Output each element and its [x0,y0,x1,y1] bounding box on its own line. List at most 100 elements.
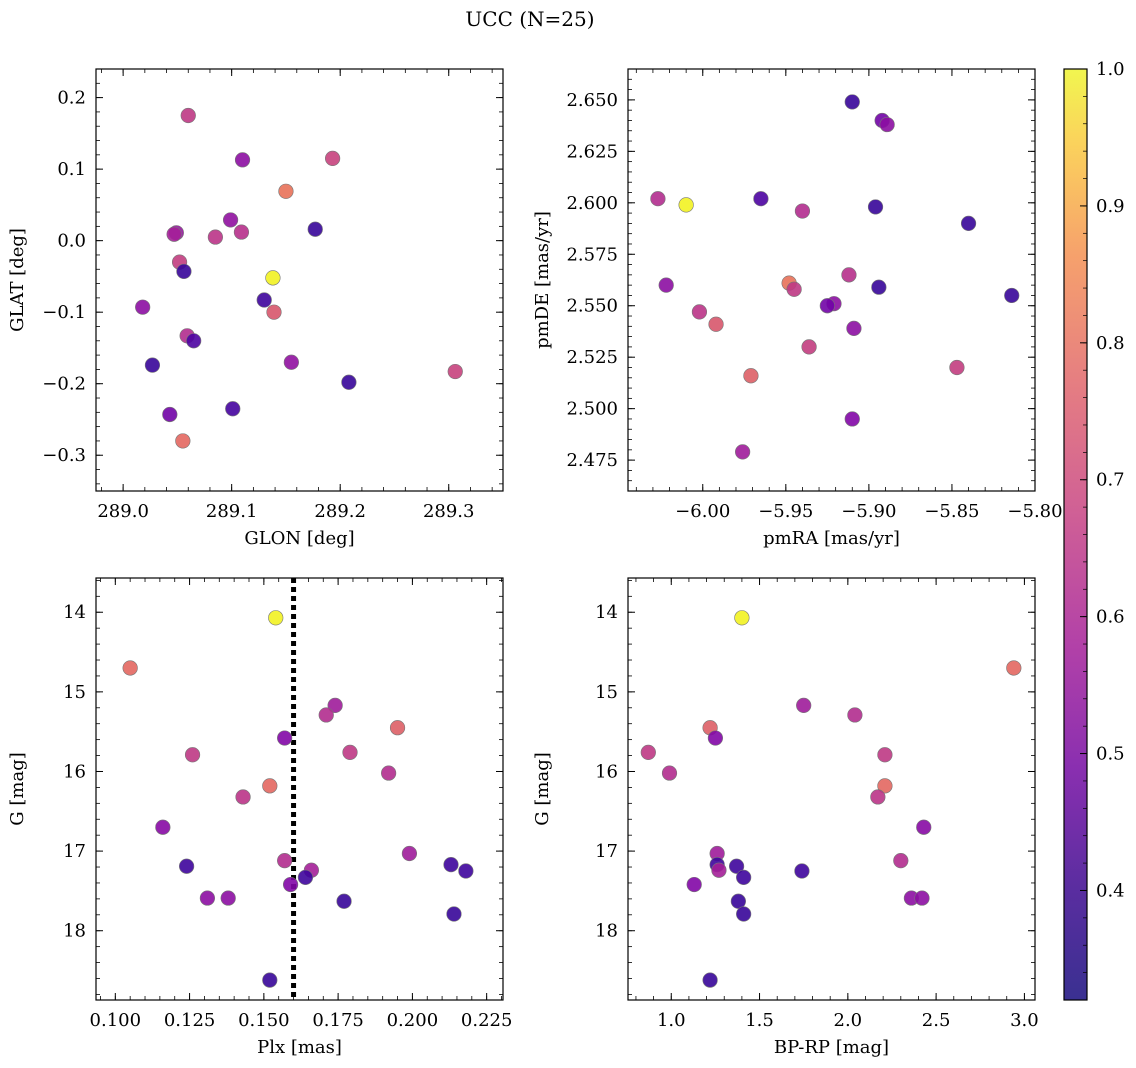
y-tick-label: 16 [595,761,618,782]
data-point [122,660,138,676]
data-point [381,765,397,781]
colorbar-tick-label: 0.4 [1096,880,1125,901]
x-axis-label: pmRA [mas/yr] [763,528,900,549]
data-point [844,411,860,427]
data-point [658,277,674,293]
x-axis-label: GLON [deg] [244,528,354,549]
data-point [707,730,724,746]
x-tick-label: 0.150 [238,1010,290,1031]
data-point [235,789,251,805]
data-point [708,316,724,332]
data-point [176,263,192,280]
data-point [877,778,893,794]
data-point [401,845,418,862]
data-point [711,862,727,878]
data-point [678,197,694,213]
y-tick-label: 14 [63,602,86,623]
data-point [702,972,718,988]
data-point [278,183,294,199]
data-point [801,339,817,355]
data-point [180,107,196,124]
y-tick-label: 2.575 [566,244,618,265]
y-tick-label: 2.525 [566,347,618,368]
figure-title: UCC (N=25) [465,7,594,31]
colorbar-tick-label: 0.7 [1096,470,1125,491]
data-point [389,720,406,736]
y-tick-label: 2.625 [566,141,618,162]
data-point [233,224,250,240]
panel-3: 0.100 0.125 0.150 0.175 0.200 0.225 14 15 16 17 18… [7,577,513,1058]
data-point [960,215,977,231]
data-point [846,320,862,336]
y-tick-label: 15 [595,682,618,703]
data-point [914,890,930,906]
data-point [730,893,746,909]
plot-frame [95,68,504,492]
data-point [819,298,835,314]
data-point [325,150,341,167]
data-point [794,203,811,219]
data-point [796,697,812,713]
data-point [735,444,751,460]
data-point [262,778,278,794]
data-point [225,401,241,417]
colorbar: 0.4 0.5 0.6 0.7 0.8 0.9 1.0 [1063,59,1125,1001]
data-point [847,707,863,723]
y-tick-label: 0.1 [57,159,86,180]
colorbar-tick-label: 0.5 [1096,744,1125,765]
x-tick-label: 1.0 [657,1010,686,1031]
data-point [144,357,161,373]
data-point [222,212,239,228]
y-tick-label: 2.600 [566,193,618,214]
plot-frame [627,68,1036,492]
y-tick-label: 16 [63,761,86,782]
y-tick-label: 15 [63,682,86,703]
y-tick-label: 2.475 [566,450,618,471]
data-point [256,292,272,308]
data-point [186,333,202,349]
data-point [277,730,293,746]
scatter-panels: 289.0 289.1 289.2 289.3 0.2 0.1 0.0 −0.1 −0.2 −0.… [7,68,1063,1058]
data-point [753,191,769,207]
colorbar-tick-label: 0.9 [1096,196,1125,217]
data-point [650,191,666,207]
data-point [283,354,299,370]
data-point [877,747,893,763]
y-tick-label: 2.500 [566,399,618,420]
x-tick-label: 0.100 [90,1010,142,1031]
data-point [458,863,474,879]
data-point [179,858,195,874]
data-point [199,890,216,906]
x-tick-label: 289.3 [423,501,475,522]
x-tick-label: 0.175 [312,1010,364,1031]
panel-1: 289.0 289.1 289.2 289.3 0.2 0.1 0.0 −0.1 −0.2 −0.… [7,68,504,549]
colorbar-ticks: 0.4 0.5 0.6 0.7 0.8 0.9 1.0 [1080,59,1125,1001]
y-tick-label: 18 [63,921,86,942]
panel-4: 1.0 1.5 2.0 2.5 3.0 14 15 16 17 18 BP-RP [mag] G [m… [532,577,1039,1058]
x-tick-label: 289.1 [206,501,258,522]
y-tick-label: 2.550 [566,296,618,317]
y-tick-label: 0.0 [57,231,86,252]
data-point [736,906,752,922]
data-point [443,857,459,873]
data-point [135,299,151,315]
data-point [794,863,810,879]
data-point [234,152,251,168]
data-point [175,433,191,449]
colorbar-tick-label: 1.0 [1096,59,1125,80]
data-point [342,744,358,760]
y-axis-label: G [mag] [532,752,553,825]
y-axis-label: pmDE [mas/yr] [532,211,553,349]
data-point [841,267,857,283]
data-point [336,893,352,909]
data-point [155,819,171,835]
x-tick-label: 0.225 [461,1010,513,1031]
data-point [661,765,678,781]
data-point [870,789,886,805]
x-tick-label: −5.80 [1007,501,1062,522]
colorbar-tick-label: 0.8 [1096,333,1125,354]
data-point [1006,660,1022,676]
x-tick-label: −6.00 [675,501,730,522]
data-point [728,858,745,874]
